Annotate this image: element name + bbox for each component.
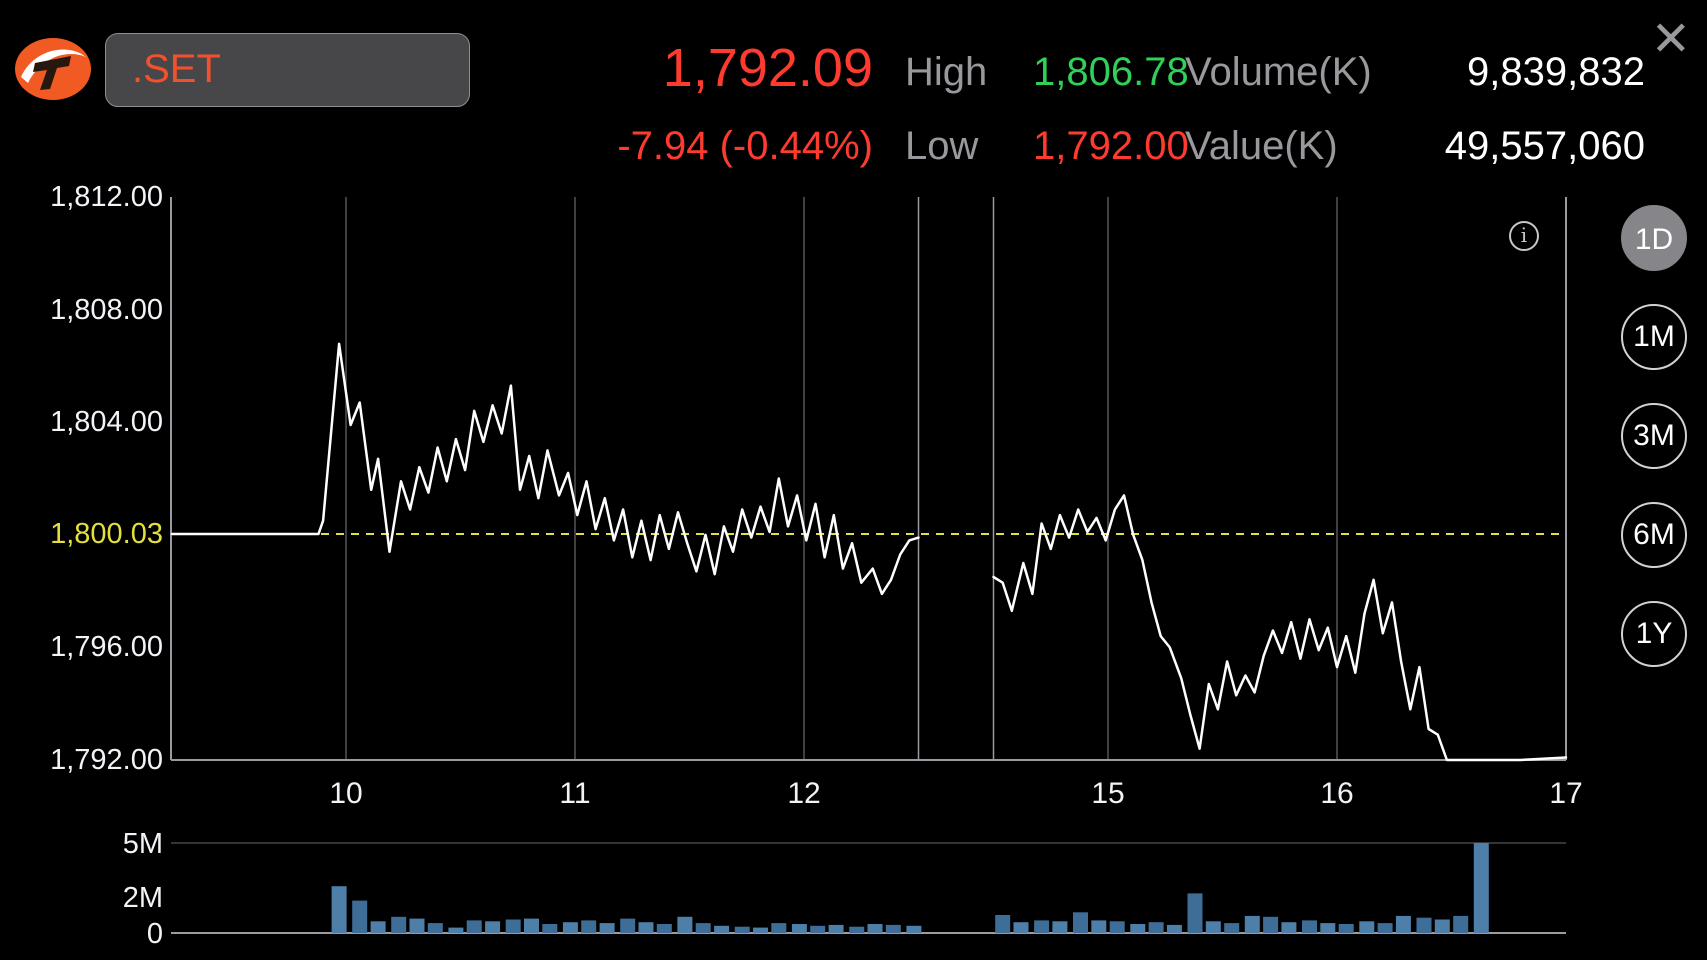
range-button-1m[interactable]: 1M xyxy=(1621,304,1687,370)
close-icon[interactable]: ✕ xyxy=(1650,13,1691,66)
range-button-3m[interactable]: 3M xyxy=(1621,403,1687,469)
symbol-text: .SET xyxy=(132,47,221,91)
symbol-search-box[interactable]: .SET xyxy=(105,33,470,107)
volume-k-value: 9,839,832 xyxy=(1467,50,1645,94)
last-price: 1,792.09 xyxy=(662,38,873,98)
volume-k-label: Volume(K) xyxy=(1185,50,1372,94)
range-button-1y[interactable]: 1Y xyxy=(1621,601,1687,667)
value-k-value: 49,557,060 xyxy=(1444,124,1645,168)
value-k-label: Value(K) xyxy=(1185,124,1338,168)
low-value: 1,792.00 xyxy=(1033,124,1189,168)
high-label: High xyxy=(905,50,988,94)
price-change: -7.94 (-0.44%) xyxy=(617,124,873,168)
app-logo-icon[interactable] xyxy=(14,36,92,102)
high-value: 1,806.78 xyxy=(1033,50,1189,94)
range-button-group: 1D 1M 3M 6M 1Y xyxy=(1621,0,1691,700)
low-label: Low xyxy=(905,124,979,168)
range-button-1d[interactable]: 1D xyxy=(1621,205,1687,271)
settrade-logo-icon xyxy=(15,38,91,100)
range-button-6m[interactable]: 6M xyxy=(1621,502,1687,568)
info-icon[interactable]: i xyxy=(1509,221,1539,251)
